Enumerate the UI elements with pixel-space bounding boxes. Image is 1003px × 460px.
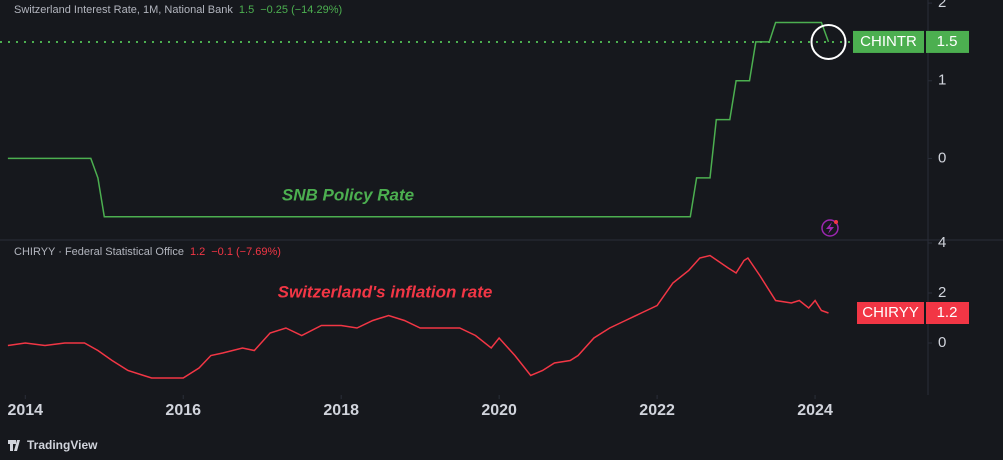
x-tick-label: 2020	[481, 402, 517, 419]
price-tag: CHIRYY 1.2	[857, 302, 969, 324]
price-tag-value: 1.2	[937, 304, 958, 321]
legend-last: 1.2	[190, 246, 205, 258]
icon-bolt	[826, 222, 834, 234]
x-tick-label: 2024	[797, 402, 833, 419]
x-tick-label: 2016	[165, 402, 201, 419]
price-tag: CHINTR 1.5	[853, 30, 969, 53]
y-tick-label: 2	[938, 0, 946, 11]
series-line	[7, 254, 829, 379]
y-tick-label: 4	[938, 234, 946, 251]
x-tick-label: 2014	[7, 402, 43, 419]
logo: TradingView	[8, 438, 98, 452]
price-tag-name: CHINTR	[860, 33, 917, 50]
legend-change: −0.25 (−14.29%)	[260, 4, 342, 16]
annotation: SNB Policy Rate	[282, 185, 414, 204]
last-point-highlight	[810, 23, 847, 60]
price-tag-name-box	[857, 302, 924, 324]
y-tick-label: 1	[938, 72, 946, 89]
series-line	[7, 21, 830, 218]
legend-last: 1.5	[239, 4, 254, 16]
icon-dot	[834, 220, 838, 224]
logo-mark	[8, 440, 20, 451]
y-tick-label: 2	[938, 284, 946, 301]
y-tick-label: 0	[938, 149, 946, 166]
legend-name: CHIRYY · Federal Statistical Office	[14, 246, 184, 258]
price-tag-value-box	[926, 30, 969, 53]
price-tag-name: CHIRYY	[862, 304, 918, 321]
price-tag-name-box	[853, 30, 924, 53]
lightning-icon[interactable]	[821, 219, 839, 237]
icon-ring	[821, 219, 839, 237]
annotation: Switzerland's inflation rate	[278, 282, 493, 301]
legend-change: −0.1 (−7.69%)	[211, 246, 281, 258]
price-tag-value: 1.5	[937, 33, 958, 50]
price-tag-value-box	[926, 302, 969, 324]
x-tick-label: 2018	[323, 402, 359, 419]
y-tick-label: 0	[938, 334, 946, 351]
legend: CHIRYY · Federal Statistical Office 1.2 −0…	[14, 246, 281, 258]
x-tick-label: 2022	[639, 402, 675, 419]
logo-text: TradingView	[27, 438, 98, 452]
legend: Switzerland Interest Rate, 1M, National …	[14, 4, 342, 16]
legend-name: Switzerland Interest Rate, 1M, National …	[14, 4, 233, 16]
